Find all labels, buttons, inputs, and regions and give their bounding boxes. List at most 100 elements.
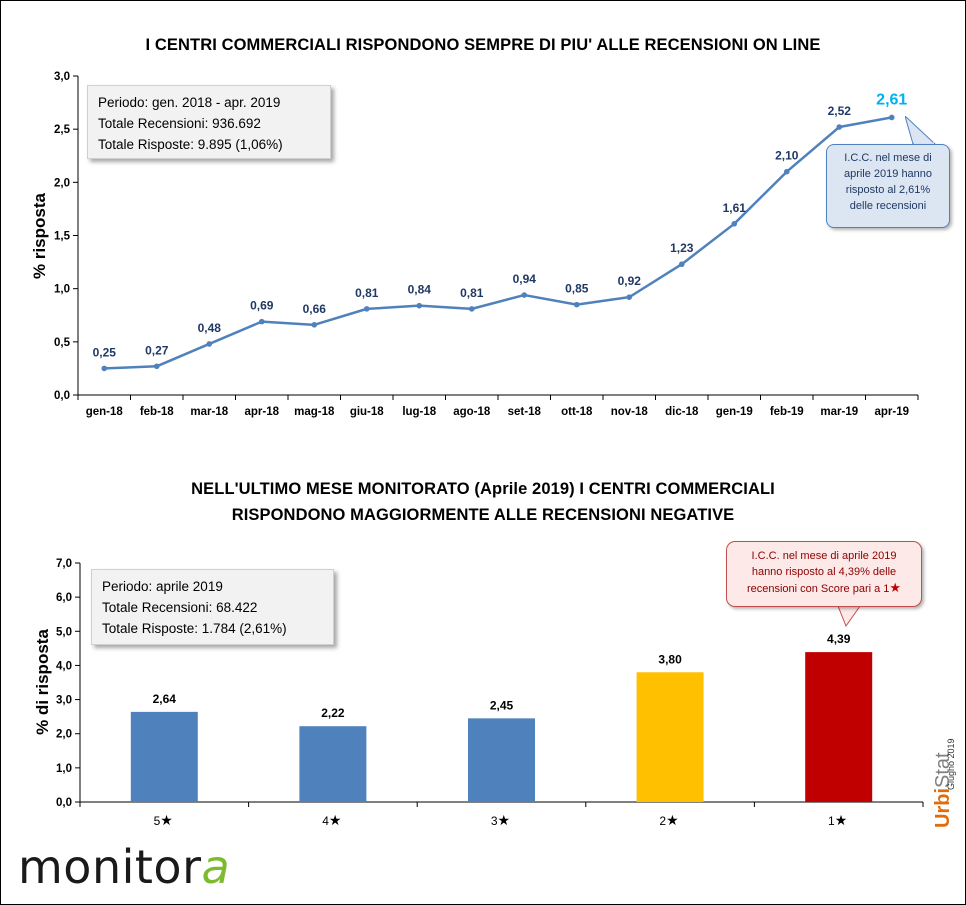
- data-point: [678, 261, 685, 268]
- period-summary-box: Periodo: gen. 2018 - apr. 2019 Totale Re…: [87, 85, 331, 159]
- callout-text: recensioni con Score pari a 1: [746, 583, 890, 595]
- y-tick-label: 1,0: [56, 763, 72, 775]
- data-point: [311, 322, 318, 328]
- y-tick-label: 0,0: [54, 390, 70, 402]
- month-summary-box: Periodo: aprile 2019 Totale Recensioni: …: [91, 569, 334, 645]
- data-point: [153, 363, 160, 370]
- data-label: 2,52: [828, 104, 852, 118]
- data-label: 0,84: [408, 283, 432, 297]
- bar: [299, 726, 367, 802]
- data-point: [573, 301, 580, 308]
- x-tick-label: nov-18: [611, 406, 649, 418]
- bar-chart-title-line1: NELL'ULTIMO MESE MONITORATO (Aprile 2019…: [191, 480, 775, 498]
- x-tick-label: feb-19: [770, 406, 804, 418]
- callout-line: risposto al 2,61%: [845, 184, 931, 196]
- callout-line: hanno risposto al 4,39% delle: [751, 566, 897, 578]
- callout-line: I.C.C. nel mese di: [844, 152, 932, 164]
- data-label: 0,81: [355, 286, 379, 300]
- score-1-callout: I.C.C. nel mese di aprile 2019 hanno ris…: [726, 541, 922, 607]
- x-tick-label-group: 1 ★: [828, 812, 847, 828]
- x-tick-label: ago-18: [453, 406, 491, 418]
- data-label: 2,10: [775, 149, 799, 163]
- data-label: 2,64: [153, 692, 177, 706]
- y-tick-label: 2,0: [56, 729, 72, 741]
- data-point: [836, 124, 843, 130]
- x-tick-label: gen-18: [86, 406, 124, 418]
- data-label: 2,45: [490, 698, 514, 712]
- bar: [468, 718, 535, 802]
- data-label: 1,61: [723, 201, 747, 215]
- data-label: 0,94: [513, 272, 537, 286]
- data-label: 0,66: [303, 302, 327, 316]
- total-responses-text: Totale Risposte: 9.895 (1,06%): [98, 137, 283, 152]
- star-icon: ★: [329, 812, 342, 828]
- data-point: [521, 292, 528, 298]
- bar: [805, 652, 873, 802]
- logo-text: monitor: [18, 840, 202, 894]
- callout-line: delle recensioni: [849, 200, 927, 212]
- y-tick-label: 0,5: [54, 337, 71, 349]
- data-label: 0,69: [250, 299, 274, 313]
- x-tick-label: 3: [491, 814, 498, 828]
- x-tick-label: apr-18: [244, 406, 279, 418]
- data-label: 0,25: [93, 345, 117, 359]
- data-label: 0,92: [618, 274, 642, 288]
- y-tick-label: 2,0: [54, 177, 70, 189]
- data-point: [888, 114, 895, 121]
- y-tick-label: 7,0: [56, 558, 72, 570]
- total-reviews-text: Totale Recensioni: 936.692: [98, 116, 261, 131]
- data-point: [731, 221, 738, 227]
- data-point: [258, 318, 265, 325]
- x-tick-label: dic-18: [665, 406, 699, 418]
- monitora-logo: monitora: [18, 842, 230, 892]
- x-tick-label: gen-19: [716, 406, 753, 418]
- x-tick-label: giu-18: [350, 406, 384, 418]
- x-tick-label-group: 4 ★: [322, 812, 341, 828]
- data-label: 0,27: [145, 343, 169, 357]
- y-tick-label: 3,0: [54, 71, 70, 83]
- callout-line: recensioni con Score pari a 1★: [733, 580, 915, 597]
- bar: [636, 672, 704, 802]
- line-chart-y-axis-label: % risposta: [30, 193, 49, 279]
- data-point: [101, 365, 108, 372]
- star-icon: ★: [160, 812, 173, 828]
- x-tick-label: apr-19: [874, 406, 909, 418]
- y-tick-label: 0,0: [56, 797, 72, 809]
- data-label: 0,48: [198, 321, 222, 335]
- bar-chart-title-line2: RISPONDONO MAGGIORMENTE ALLE RECENSIONI …: [231, 506, 735, 524]
- logo-accent: a: [201, 840, 231, 894]
- y-tick-label: 6,0: [56, 592, 72, 604]
- data-label: 0,85: [565, 282, 589, 296]
- publication-date: Giugno 2019: [946, 738, 956, 790]
- data-point: [416, 302, 423, 309]
- data-label: 1,23: [670, 241, 694, 255]
- total-reviews-text: Totale Recensioni: 68.422: [102, 600, 258, 615]
- x-tick-label: mar-19: [820, 406, 858, 418]
- star-icon: ★: [498, 812, 511, 828]
- data-point: [626, 294, 633, 300]
- line-chart: 0,0 0,5 1,0 1,5 2,0 2,5 3,0 gen-18 feb-18 mar-18 a…: [54, 71, 919, 418]
- data-label: 0,81: [460, 286, 484, 300]
- bar: [130, 711, 198, 802]
- data-point: [363, 306, 370, 312]
- y-tick-label: 1,0: [54, 284, 70, 296]
- callout-line: aprile 2019 hanno: [843, 168, 933, 180]
- data-point: [783, 168, 790, 175]
- x-tick-label: set-18: [508, 406, 542, 418]
- x-tick-label-group: 3 ★: [491, 812, 510, 828]
- logo-part: Urbi: [932, 788, 954, 828]
- y-tick-label: 4,0: [56, 660, 72, 672]
- callout-line: I.C.C. nel mese di aprile 2019: [751, 550, 897, 562]
- bar-chart: 0,01,02,03,04,05,06,07,02,645 ★2,224 ★2,45…: [56, 558, 924, 828]
- period-text: Periodo: gen. 2018 - apr. 2019: [98, 95, 281, 110]
- x-tick-label: 2: [659, 814, 666, 828]
- star-icon: ★: [889, 580, 902, 595]
- star-icon: ★: [666, 812, 679, 828]
- y-tick-label: 1,5: [54, 231, 71, 243]
- data-label: 4,39: [827, 632, 851, 646]
- x-tick-label: 1: [828, 814, 835, 828]
- y-tick-label: 3,0: [56, 695, 72, 707]
- x-tick-label: 5: [154, 814, 161, 828]
- x-tick-label: lug-18: [402, 406, 436, 418]
- data-point: [206, 341, 213, 347]
